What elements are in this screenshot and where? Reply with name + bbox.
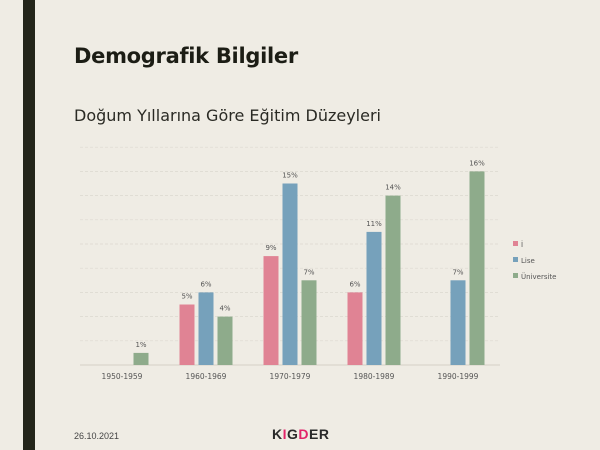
x-tick-label: 1980-1989 bbox=[354, 372, 395, 381]
bar-Lise-1990-1999 bbox=[450, 280, 466, 365]
legend-swatch-İ bbox=[513, 241, 518, 246]
legend-label: Lise bbox=[521, 257, 535, 265]
data-label: 15% bbox=[282, 172, 298, 180]
bar-Üniversite-1950-1959 bbox=[133, 352, 149, 365]
data-label: 6% bbox=[349, 280, 360, 288]
bar-Üniversite-1970-1979 bbox=[301, 280, 317, 365]
legend-label: İ bbox=[521, 240, 523, 249]
data-label: 5% bbox=[181, 293, 192, 301]
bar-Lise-1970-1979 bbox=[282, 183, 298, 365]
data-label: 7% bbox=[303, 268, 314, 276]
bar-İ-1980-1989 bbox=[347, 292, 363, 365]
slide-date: 26.10.2021 bbox=[74, 431, 120, 441]
x-tick-label: 1950-1959 bbox=[102, 372, 143, 381]
data-label: 1% bbox=[135, 341, 146, 349]
data-label: 9% bbox=[265, 244, 276, 252]
bar-Lise-1980-1989 bbox=[366, 231, 382, 365]
kigder-logo: KIGDER bbox=[272, 426, 330, 442]
legend-label: Üniversite bbox=[521, 272, 556, 281]
bar-İ-1970-1979 bbox=[263, 256, 279, 365]
bar-İ-1960-1969 bbox=[179, 304, 195, 365]
accent-bar bbox=[23, 0, 35, 450]
data-label: 16% bbox=[469, 159, 485, 167]
bar-Üniversite-1960-1969 bbox=[217, 316, 233, 365]
data-label: 4% bbox=[219, 305, 230, 313]
x-tick-label: 1970-1979 bbox=[270, 372, 311, 381]
bar-Üniversite-1990-1999 bbox=[469, 171, 485, 365]
data-label: 14% bbox=[385, 184, 401, 192]
slide-title: Demografik Bilgiler bbox=[74, 44, 298, 68]
x-tick-label: 1960-1969 bbox=[186, 372, 227, 381]
slide-subtitle: Doğum Yıllarına Göre Eğitim Düzeyleri bbox=[74, 106, 381, 125]
bar-Üniversite-1980-1989 bbox=[385, 195, 401, 365]
bar-Lise-1960-1969 bbox=[198, 292, 214, 365]
legend-swatch-Üniversite bbox=[513, 273, 518, 278]
legend-swatch-Lise bbox=[513, 257, 518, 262]
x-tick-label: 1990-1999 bbox=[438, 372, 479, 381]
data-label: 7% bbox=[452, 268, 463, 276]
data-label: 11% bbox=[366, 220, 382, 228]
data-label: 6% bbox=[200, 280, 211, 288]
